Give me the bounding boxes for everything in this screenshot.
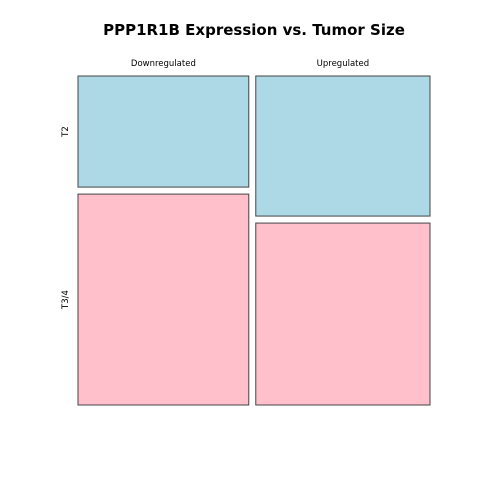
tile-upregulated-t2 xyxy=(255,75,431,217)
mosaic-tiles xyxy=(77,75,431,406)
column-label-downregulated: Downregulated xyxy=(131,59,196,69)
column-labels: Downregulated Upregulated xyxy=(131,59,369,69)
row-label-t2: T2 xyxy=(61,126,71,138)
tile-downregulated-t2 xyxy=(77,75,250,188)
row-labels: T2 T3/4 xyxy=(61,126,71,310)
tile-upregulated-t3-4 xyxy=(255,222,431,406)
chart-title: PPP1R1B Expression vs. Tumor Size xyxy=(103,21,405,39)
row-label-t3-4: T3/4 xyxy=(61,290,71,310)
tile-downregulated-t3-4 xyxy=(77,193,250,406)
column-label-upregulated: Upregulated xyxy=(317,59,369,69)
